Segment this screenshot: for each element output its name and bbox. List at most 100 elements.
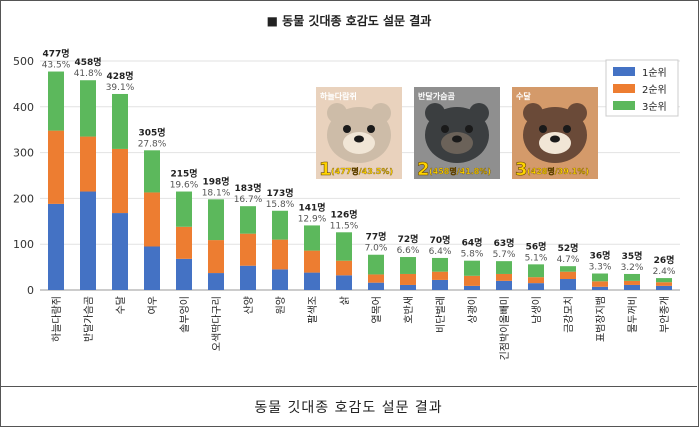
bar-segment bbox=[656, 278, 672, 283]
bar-segment bbox=[464, 285, 480, 290]
x-tick-label: 원앙 bbox=[275, 296, 287, 314]
x-tick-label: 여우 bbox=[147, 296, 159, 314]
total-label: 173명 bbox=[266, 187, 293, 199]
bar-segment bbox=[464, 275, 480, 286]
x-tick-label: 표범장지뱀 bbox=[595, 296, 607, 342]
percent-label: 5.1% bbox=[525, 253, 548, 263]
bar-segment bbox=[240, 233, 256, 266]
bar-segment bbox=[240, 206, 256, 234]
bar-segment bbox=[112, 93, 128, 149]
bar-segment bbox=[560, 279, 576, 290]
bar-segment bbox=[432, 279, 448, 290]
bar-segment bbox=[112, 148, 128, 214]
total-label: 198명 bbox=[202, 175, 229, 187]
bar-segment bbox=[368, 282, 384, 290]
bar-segment bbox=[400, 284, 416, 290]
percent-label: 15.8% bbox=[266, 200, 295, 210]
chart-title: ■ 동물 깃대종 호감도 설문 결과 bbox=[267, 13, 432, 28]
bar-segment bbox=[240, 265, 256, 290]
eye-icon bbox=[367, 125, 375, 133]
bar-segment bbox=[48, 71, 64, 131]
percent-label: 3.2% bbox=[621, 263, 644, 273]
y-tick-label: 200 bbox=[13, 192, 34, 205]
x-tick-label: 열목어 bbox=[371, 296, 383, 324]
inset-rank: 2 bbox=[417, 159, 430, 180]
total-label: 26명 bbox=[654, 254, 675, 266]
percent-label: 4.7% bbox=[557, 255, 580, 265]
muzzle-icon bbox=[539, 132, 571, 154]
total-label: 35명 bbox=[622, 250, 643, 262]
bar-segment bbox=[432, 257, 448, 272]
ranking-insets: 하늘다람쥐 1 (477명/43.5%) 반달가슴곰 2 (458명/41.8%) 수달 3(… bbox=[316, 87, 598, 180]
inset-stat: (458명/41.8%) bbox=[429, 166, 491, 176]
total-label: 428명 bbox=[106, 70, 133, 82]
total-label: 458명 bbox=[74, 56, 101, 68]
inset-stat: (428명/39.1%) bbox=[527, 166, 589, 176]
y-tick-label: 100 bbox=[13, 238, 34, 251]
inset-rank: 3 bbox=[515, 159, 528, 180]
x-tick-label: 부안종개 bbox=[659, 296, 671, 333]
total-label: 52명 bbox=[558, 242, 579, 254]
bar-segment bbox=[144, 150, 160, 193]
percent-label: 5.7% bbox=[493, 250, 516, 260]
total-label: 183명 bbox=[234, 182, 261, 194]
legend-label: 2순위 bbox=[642, 83, 667, 96]
percent-label: 19.6% bbox=[170, 181, 199, 191]
bar-segment bbox=[176, 258, 192, 290]
x-tick-label: 삵 bbox=[339, 296, 351, 305]
bar-segment bbox=[496, 280, 512, 290]
y-tick-label: 300 bbox=[13, 147, 34, 160]
y-tick-label: 500 bbox=[13, 55, 34, 68]
bar-segment bbox=[336, 275, 352, 290]
eye-icon bbox=[539, 125, 547, 133]
percent-label: 12.9% bbox=[298, 214, 327, 224]
bar-segment bbox=[80, 191, 96, 290]
bar-segment bbox=[48, 130, 64, 204]
x-tick-label: 긴점박이올빼미 bbox=[499, 296, 511, 360]
x-tick-labels: 하늘다람쥐 반달가슴곰 수달 여우 솔부엉이 오색딱다구리 산양 원앙 팔색조 삵 열목어 호반새 비단… bbox=[50, 296, 671, 360]
x-tick-label: 하늘다람쥐 bbox=[50, 296, 63, 342]
y-tick-label: 0 bbox=[27, 284, 34, 297]
eye-icon bbox=[441, 125, 449, 133]
caption-text: 동물 깃대종 호감도 설문 결과 bbox=[254, 399, 443, 416]
legend-swatch bbox=[613, 84, 635, 93]
bar-segment bbox=[112, 213, 128, 290]
eye-icon bbox=[563, 125, 571, 133]
x-tick-label: 비단벌레 bbox=[435, 296, 447, 333]
bar-segment bbox=[560, 266, 576, 272]
bar-segment bbox=[304, 272, 320, 290]
total-label: 36명 bbox=[590, 250, 611, 262]
bar-segment bbox=[464, 260, 480, 276]
x-tick-label: 남생이 bbox=[531, 296, 543, 324]
bar-segment bbox=[624, 284, 640, 290]
percent-label: 3.3% bbox=[589, 263, 612, 273]
percent-label: 5.8% bbox=[461, 250, 484, 260]
bar-segment bbox=[432, 271, 448, 280]
x-tick-label: 팔색조 bbox=[307, 296, 319, 324]
x-tick-label: 상괭이 bbox=[467, 296, 479, 324]
bar-segment bbox=[496, 273, 512, 281]
bar-segment bbox=[80, 80, 96, 137]
bar-segment bbox=[528, 264, 544, 278]
inset-name: 수달 bbox=[516, 91, 531, 101]
bar-segment bbox=[208, 199, 224, 241]
eye-icon bbox=[465, 125, 473, 133]
percent-label: 18.1% bbox=[202, 188, 231, 198]
bar-segment bbox=[208, 240, 224, 274]
bar-segment bbox=[272, 239, 288, 270]
legend-label: 3순위 bbox=[642, 100, 667, 113]
inset-rank: 1 bbox=[319, 159, 332, 180]
x-tick-label: 금강모치 bbox=[563, 296, 575, 333]
nose-icon bbox=[550, 135, 560, 143]
total-label: 56명 bbox=[526, 240, 547, 252]
bar-segment bbox=[144, 192, 160, 247]
bar-segment bbox=[176, 191, 192, 227]
inset-name: 반달가슴곰 bbox=[418, 91, 455, 101]
percent-label: 7.0% bbox=[365, 244, 388, 254]
bar-segment bbox=[592, 273, 608, 282]
total-label: 477명 bbox=[42, 48, 69, 60]
percent-label: 27.8% bbox=[138, 139, 167, 149]
bar-segment bbox=[592, 286, 608, 290]
bars bbox=[48, 71, 672, 290]
